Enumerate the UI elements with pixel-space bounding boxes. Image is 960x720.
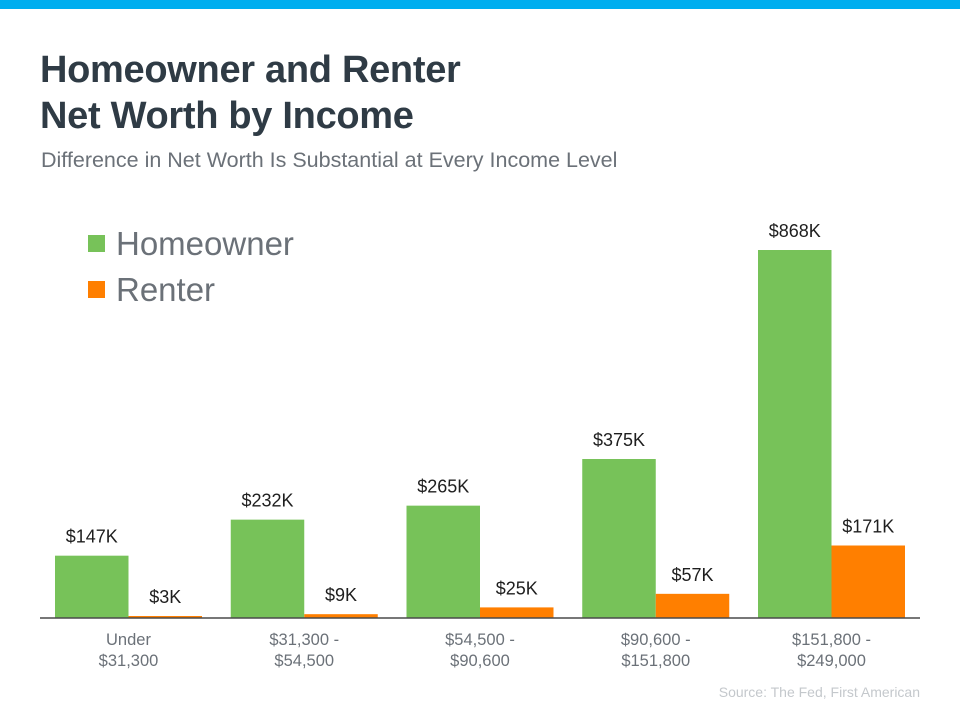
title-line-1: Homeowner and Renter — [40, 49, 461, 91]
data-label: $868K — [769, 221, 821, 241]
page-subtitle: Difference in Net Worth Is Substantial a… — [41, 148, 618, 172]
bar-renter — [128, 616, 202, 618]
title-line-2: Net Worth by Income — [40, 95, 414, 137]
legend-swatch-homeowner — [88, 235, 105, 252]
data-label: $375K — [593, 430, 645, 450]
data-label: $265K — [417, 477, 469, 497]
bar-renter — [831, 545, 905, 618]
data-label: $232K — [241, 491, 293, 511]
x-tick-label: Under $31,300 — [99, 631, 159, 670]
legend-label-homeowner: Homeowner — [116, 225, 294, 262]
bar-renter — [480, 607, 554, 618]
top-accent-bar — [0, 0, 960, 9]
bar-homeowner — [230, 519, 305, 618]
bar-homeowner — [582, 459, 656, 618]
bar-homeowner — [55, 555, 129, 618]
x-tick-label: $90,600 -$151,800 — [621, 631, 691, 670]
data-label: $3K — [149, 587, 181, 607]
bar-renter — [304, 614, 378, 618]
x-tick-label: $54,500 -$90,600 — [445, 631, 515, 670]
legend-swatch-renter — [88, 281, 105, 298]
bar-renter — [655, 593, 730, 618]
data-label: $9K — [325, 585, 357, 605]
data-label: $25K — [496, 578, 538, 598]
data-label: $171K — [842, 517, 894, 537]
x-tick-label: $31,300 -$54,500 — [269, 631, 339, 670]
bar-homeowner — [758, 250, 832, 618]
source-note: Source: The Fed, First American — [718, 684, 920, 700]
x-tick-label: $151,800 -$249,000 — [792, 631, 871, 670]
legend-label-renter: Renter — [116, 271, 215, 308]
bar-homeowner — [406, 505, 480, 618]
data-label: $147K — [66, 527, 118, 547]
data-label: $57K — [671, 565, 713, 585]
page-title: Homeowner and Renter Net Worth by Income — [40, 47, 461, 139]
